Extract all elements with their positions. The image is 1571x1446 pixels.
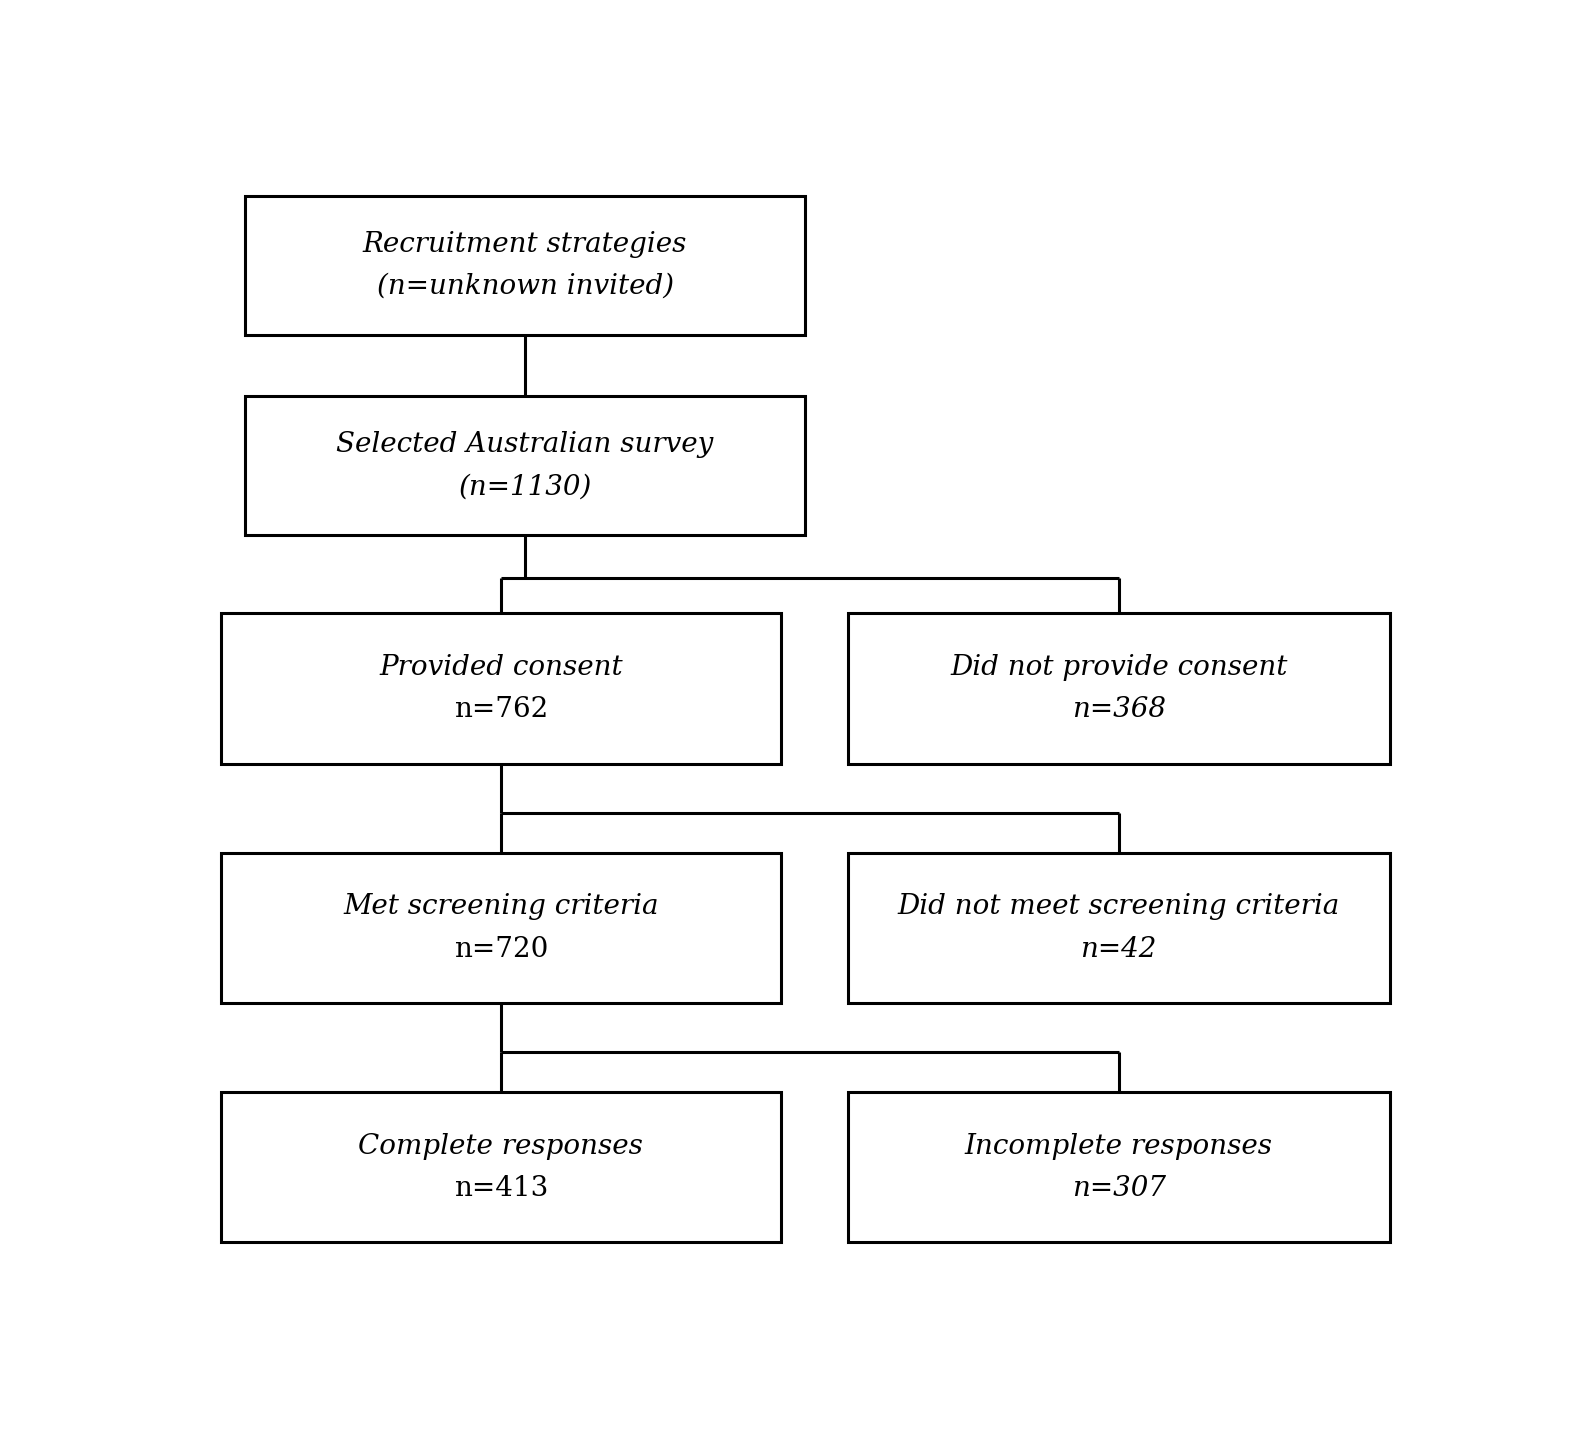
Text: n=307: n=307 — [1071, 1176, 1166, 1202]
Text: Did not meet screening criteria: Did not meet screening criteria — [897, 894, 1340, 920]
Bar — [848, 853, 1389, 1004]
Text: Incomplete responses: Incomplete responses — [965, 1132, 1273, 1160]
Text: Selected Australian survey: Selected Australian survey — [336, 431, 713, 458]
Text: Did not provide consent: Did not provide consent — [950, 654, 1287, 681]
Text: (n=unknown invited): (n=unknown invited) — [377, 273, 674, 299]
Text: n=42: n=42 — [1081, 936, 1156, 963]
Bar — [245, 396, 804, 535]
Text: Complete responses: Complete responses — [358, 1132, 643, 1160]
Text: (n=1130): (n=1130) — [459, 473, 592, 500]
Text: n=762: n=762 — [454, 696, 548, 723]
Text: n=720: n=720 — [454, 936, 548, 963]
Text: Recruitment strategies: Recruitment strategies — [363, 231, 687, 257]
Bar — [245, 195, 804, 335]
Bar — [220, 613, 781, 763]
Text: n=368: n=368 — [1071, 696, 1166, 723]
Text: Met screening criteria: Met screening criteria — [342, 894, 658, 920]
Text: n=413: n=413 — [454, 1176, 548, 1202]
Text: Provided consent: Provided consent — [379, 654, 622, 681]
Bar — [848, 1092, 1389, 1242]
Bar — [220, 853, 781, 1004]
Bar — [220, 1092, 781, 1242]
Bar — [848, 613, 1389, 763]
